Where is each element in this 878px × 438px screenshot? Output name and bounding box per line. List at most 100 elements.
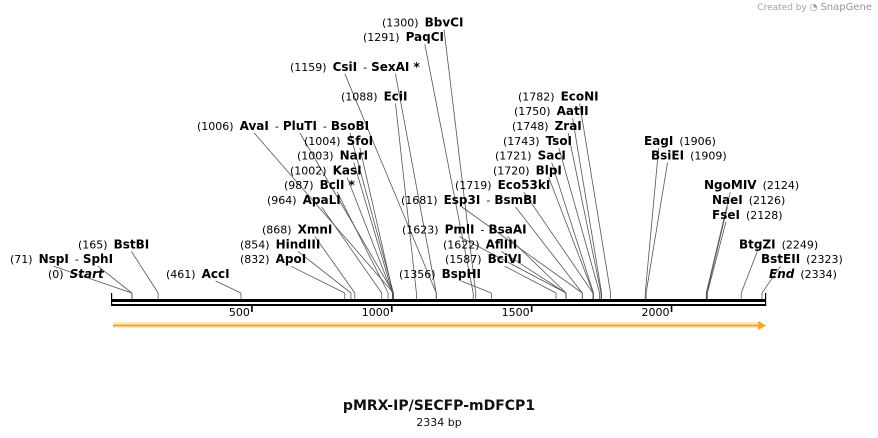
cut-site-leader [507,236,567,294]
cut-position: (2323) [806,253,843,266]
cut-position: (1088) [341,90,378,103]
enzyme-name: HindIII [276,237,321,251]
cut-site-leader [53,265,132,294]
feature-arrow-head [758,321,766,330]
backbone-bottom-line [112,304,766,306]
enzyme-name: PluTI [283,119,317,133]
cut-position: (1909) [690,150,727,163]
cut-site-leader [215,280,242,294]
enzyme-name: BbvCI [425,15,464,29]
cut-site-leader [706,221,727,294]
map-title: pMRX-IP/SECFP-mDFCP1 [342,398,536,414]
cut-site-leader [558,147,601,294]
scale-tick-label: 2000 [642,306,670,319]
cut-position: (1002) [290,164,327,177]
cut-position: (1291) [363,31,400,44]
cut-position: (165) [78,238,108,251]
enzyme-name: PmlI [445,223,475,237]
cut-position: (1720) [493,164,530,177]
backbone-end-tick [765,293,767,306]
cut-site-leader [395,103,417,294]
cut-site-leader [548,177,594,294]
cut-position: (2249) [782,238,819,251]
cut-site-leader [336,192,389,294]
cut-position: (1300) [382,16,419,29]
enzyme-name: BsoBI [331,119,369,133]
separator: - [363,61,367,74]
cut-position: (71) [10,253,33,266]
cut-site-leader [761,265,781,294]
map-size: 2334 bp [416,416,462,429]
cut-position: (1719) [455,179,492,192]
cut-position: (0) [48,268,64,281]
snapgene-credit: Created by ◔ SnapGene [757,2,872,13]
cut-site-leader [551,162,594,294]
enzyme-name: EagI [644,134,673,148]
enzyme-name: Eco53kI [498,178,551,192]
enzyme-name: BstEII [761,252,800,266]
enzyme-name: PaqCI [406,30,444,44]
cut-site-leader [706,206,728,294]
scale-tick-1500 [530,306,533,312]
enzyme-labels: (0) Start (461) AccI (1356) BspHI End (2334)Bst… [10,15,843,281]
snapgene-logo-icon: ◔ [809,3,818,13]
cut-position: (2128) [746,209,783,222]
cut-site-leader [314,236,356,294]
cut-position: (461) [166,268,196,281]
cut-site-lines [53,29,781,299]
cut-position: (1159) [290,61,327,74]
cut-position: (854) [240,238,270,251]
cut-site-leader [321,206,383,294]
enzyme-name: BsiEI [651,149,684,163]
enzyme-name: SacI [538,149,566,163]
enzyme-name: NaeI [712,193,743,207]
cut-site-leader [740,251,758,294]
cut-site-leader [443,29,477,294]
backbone-start-tick [111,293,113,306]
enzyme-name: ApoI [276,252,307,266]
cut-site-leader [501,251,567,294]
cut-site-leader [572,118,603,294]
cut-position: (2334) [800,268,837,281]
enzyme-name: Start [70,267,105,281]
cut-position: (1782) [518,90,555,103]
cut-position: (1587) [445,253,482,266]
cut-position: (2124) [763,179,800,192]
enzyme-name: BsaAI [488,223,526,237]
cut-site-leader [297,251,352,294]
enzyme-name: SexAI * [371,60,420,74]
enzyme-name: NarI [340,149,369,163]
enzyme-name: AatII [557,104,589,118]
separator: - [480,224,484,237]
cut-position: (2126) [749,194,786,207]
feature-arrow [113,321,766,330]
cut-site-leader [705,192,731,294]
cut-site-leader [644,147,660,294]
enzyme-name: BtgZI [739,237,776,251]
enzyme-name: BclI * [320,178,356,192]
enzyme-name: SphI [83,252,113,266]
cut-site-leader [461,206,583,294]
enzyme-name: ZraI [555,119,582,133]
cut-site-leader [353,162,393,294]
scale-tick-2000 [670,306,673,312]
enzyme-name: FseI [712,208,740,222]
cut-position: (1622) [443,238,480,251]
scale-tick-1000 [390,306,393,312]
backbone-top-line [112,299,766,302]
enzyme-name: NgoMIV [704,178,757,192]
cut-position: (868) [262,224,292,237]
separator: - [323,120,327,133]
separator: - [486,194,490,207]
cut-site-leader [459,236,567,294]
enzyme-name: SfoI [347,134,374,148]
cut-site-leader [395,73,437,294]
cut-position: (1721) [495,150,532,163]
cut-site-leader [290,265,345,294]
enzyme-name: BspHI [442,267,481,281]
cut-site-leader [461,280,492,294]
enzyme-name: End [769,267,795,281]
enzyme-name: EcoNI [561,89,599,103]
cut-position: (1681) [401,194,438,207]
cut-site-leader [349,132,394,294]
